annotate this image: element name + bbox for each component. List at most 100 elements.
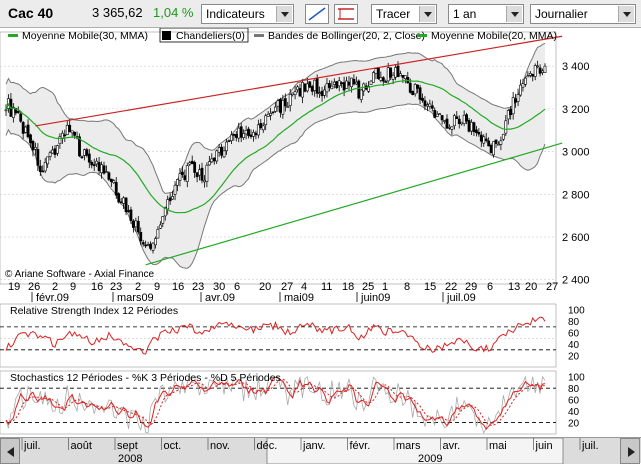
candle-body	[154, 238, 157, 246]
interval-dropdown[interactable]: Journalier	[530, 4, 636, 24]
draw-horizontal-button[interactable]	[334, 4, 358, 24]
candle	[457, 115, 461, 129]
candle	[225, 138, 228, 155]
candle-body	[158, 224, 162, 229]
candle	[455, 111, 459, 120]
candle-body	[274, 106, 277, 112]
candle-body	[134, 220, 138, 228]
candle	[78, 133, 81, 158]
x-month-tick: févr.09	[36, 292, 69, 304]
legend-swatch	[8, 34, 18, 37]
candle	[43, 157, 47, 174]
x-day-tick: 26	[28, 281, 40, 293]
candle-body	[215, 150, 219, 162]
candle-body	[119, 201, 123, 204]
candle	[487, 137, 491, 147]
candle	[247, 126, 250, 139]
overview-month-label: janv.	[302, 440, 325, 452]
candle-body	[239, 126, 243, 138]
candle-body	[286, 106, 290, 108]
horizontal-lines-icon	[338, 8, 354, 20]
stochastics-title: Stochastics 12 Périodes - %K 3 Périodes …	[10, 372, 281, 384]
candle	[205, 162, 209, 188]
candle-body	[479, 134, 483, 142]
overview-bar[interactable]: juil. août sept oct. nov. déc. janv. févr. mars a…	[0, 437, 641, 464]
candle-body	[411, 91, 415, 95]
candle	[494, 139, 498, 148]
candle-body	[369, 80, 373, 85]
candle-body	[195, 172, 199, 178]
draw-line-button[interactable]	[305, 4, 329, 24]
y-tick-label: 40	[568, 340, 580, 351]
candle	[92, 158, 96, 172]
candle-body	[234, 134, 238, 138]
candle-body	[205, 164, 209, 182]
lower-trendline	[145, 142, 563, 266]
candle-body	[396, 65, 400, 78]
y-tick-label: 20	[568, 352, 580, 363]
candle	[102, 161, 106, 175]
overview-month-label: août	[71, 440, 92, 452]
candle-body	[136, 220, 140, 233]
period-dropdown[interactable]: 1 an	[448, 4, 524, 24]
candle	[124, 197, 128, 216]
rsi-frame	[0, 303, 557, 368]
candle	[511, 91, 515, 120]
candle	[256, 119, 260, 139]
x-day-tick: 25	[362, 281, 374, 293]
candle-body	[48, 152, 52, 157]
candle-body	[124, 197, 128, 213]
candle	[523, 76, 527, 87]
candle	[450, 126, 454, 135]
candle	[29, 133, 32, 148]
indicators-dropdown[interactable]: Indicateurs	[201, 4, 294, 24]
candle-body	[112, 180, 116, 183]
scroll-left-button[interactable]	[0, 438, 20, 464]
scroll-right-button[interactable]	[620, 438, 640, 464]
candle-body	[70, 130, 74, 134]
chart-area[interactable]: 2 400 2 600 2 800 3 000 3 200 3 400 Moyenne Mo…	[0, 28, 641, 437]
candle	[105, 165, 108, 173]
candle	[543, 63, 547, 74]
x-day-tick: 29	[465, 281, 477, 293]
candle-body	[494, 139, 498, 144]
candle-body	[421, 97, 424, 101]
candle-body	[310, 86, 314, 92]
candle-body	[526, 75, 530, 78]
rsi-line	[5, 316, 546, 355]
draw-dropdown[interactable]: Tracer	[371, 4, 437, 24]
x-day-tick: 6	[234, 281, 240, 293]
x-month-tick: juil.09	[446, 292, 476, 304]
candle	[227, 139, 231, 142]
candle	[46, 156, 50, 168]
candle-body	[188, 162, 192, 165]
candle	[519, 79, 522, 97]
candle-body	[308, 81, 312, 88]
chevron-down-icon	[506, 6, 522, 22]
candle-body	[474, 129, 478, 133]
candle-body	[416, 84, 420, 89]
candle-body	[345, 80, 348, 89]
y-tick-label: 40	[568, 407, 580, 418]
legend-swatch	[417, 34, 427, 37]
candle-body	[501, 133, 505, 140]
candle	[141, 239, 145, 247]
candle-body	[261, 125, 265, 131]
candle	[452, 113, 456, 130]
last-price: 3 365,62	[92, 5, 143, 20]
x-day-tick: 11	[321, 281, 332, 293]
candle	[274, 102, 277, 113]
x-day-tick: 15	[424, 281, 436, 293]
candle-body	[247, 128, 250, 136]
candle-body	[448, 126, 451, 129]
interval-label: Journalier	[535, 7, 588, 21]
candle-body	[109, 178, 113, 182]
x-month-tick: mars09	[117, 292, 154, 304]
candle	[31, 139, 35, 157]
overview-timeline[interactable]: juil. août sept oct. nov. déc. janv. févr. mars a…	[20, 438, 620, 464]
legend-swatch	[162, 31, 171, 40]
candle-body	[359, 89, 363, 100]
candle-body	[24, 126, 28, 133]
candle-body	[252, 132, 255, 137]
candle-body	[242, 133, 246, 138]
